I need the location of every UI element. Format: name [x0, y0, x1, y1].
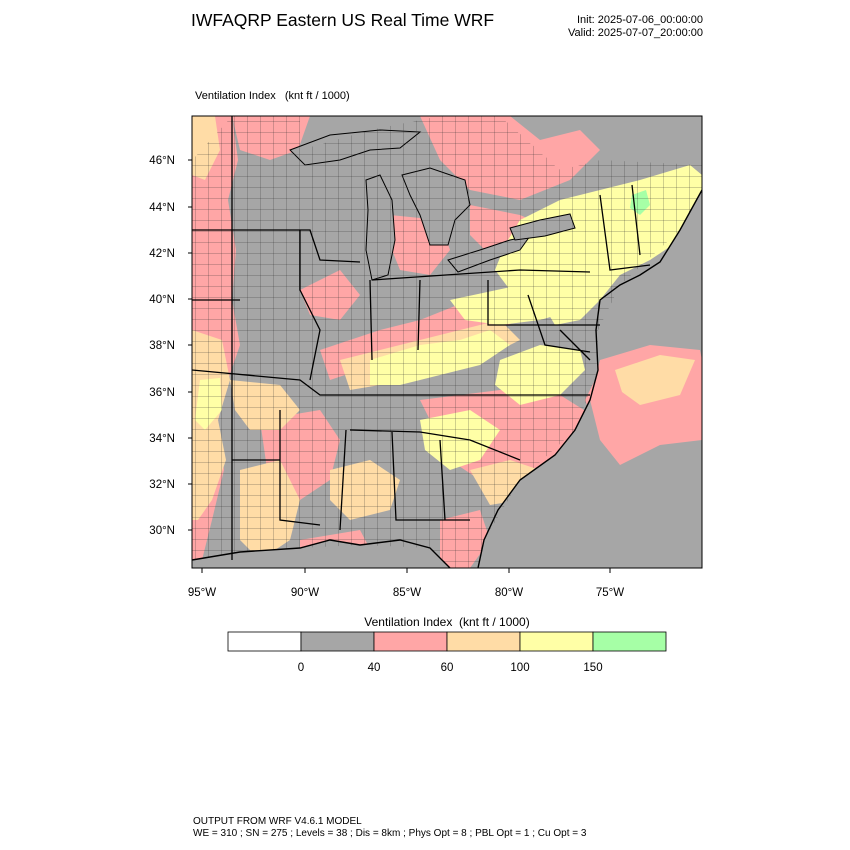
chart-title: IWFAQRP Eastern US Real Time WRF	[191, 10, 495, 30]
lat-label: 34°N	[149, 433, 175, 445]
map-panel	[192, 116, 702, 568]
colorbar-swatch	[300, 631, 375, 652]
gulf	[192, 540, 450, 568]
init-time: Init: 2025-07-06_00:00:00	[577, 14, 703, 26]
lat-label: 36°N	[149, 387, 175, 399]
colorbar-swatch	[446, 631, 521, 652]
map-frame	[191, 115, 703, 569]
lat-label: 30°N	[149, 525, 175, 537]
state-boundaries	[192, 116, 651, 560]
colorbar-tick-label: 60	[441, 662, 454, 674]
colorbar-tick-label: 150	[583, 662, 602, 674]
colorbar-tick-label: 0	[298, 662, 304, 674]
lon-label: 95°W	[188, 587, 216, 599]
latitude-axis: 46°N 44°N 42°N 40°N 38°N 36°N 34°N 32°N 30°N	[149, 155, 192, 537]
model-info-line1: OUTPUT FROM WRF V4.6.1 MODEL	[193, 816, 362, 827]
longitude-axis: 95°W 90°W 85°W 80°W 75°W	[188, 568, 624, 599]
lon-label: 85°W	[393, 587, 421, 599]
lat-label: 44°N	[149, 202, 175, 214]
colorbar-swatch	[227, 631, 302, 652]
county-boundaries	[192, 116, 702, 568]
lat-label: 46°N	[149, 155, 175, 167]
field-label: Ventilation Index (knt ft / 1000)	[195, 90, 350, 102]
lat-label: 38°N	[149, 340, 175, 352]
lat-label: 40°N	[149, 294, 175, 306]
colorbar-swatch	[592, 631, 667, 652]
colorbar-tick-label: 100	[510, 662, 529, 674]
valid-time: Valid: 2025-07-07_20:00:00	[568, 27, 703, 39]
lat-label: 42°N	[149, 248, 175, 260]
colorbar-tick-label: 40	[368, 662, 381, 674]
offshore-shade-2	[615, 355, 695, 405]
model-info-line2: WE = 310 ; SN = 275 ; Levels = 38 ; Dis …	[193, 828, 587, 839]
lon-label: 90°W	[291, 587, 319, 599]
colorbar-title: Ventilation Index (knt ft / 1000)	[364, 615, 530, 629]
coastline	[477, 189, 702, 568]
ocean	[478, 116, 702, 568]
colorbar: 0 40 60 100 150	[227, 631, 667, 674]
colorbar-swatch	[519, 631, 594, 652]
lon-label: 75°W	[596, 587, 624, 599]
colorbar-swatch	[373, 631, 448, 652]
lat-label: 32°N	[149, 479, 175, 491]
lon-label: 80°W	[495, 587, 523, 599]
gulf-coastline	[192, 539, 451, 568]
